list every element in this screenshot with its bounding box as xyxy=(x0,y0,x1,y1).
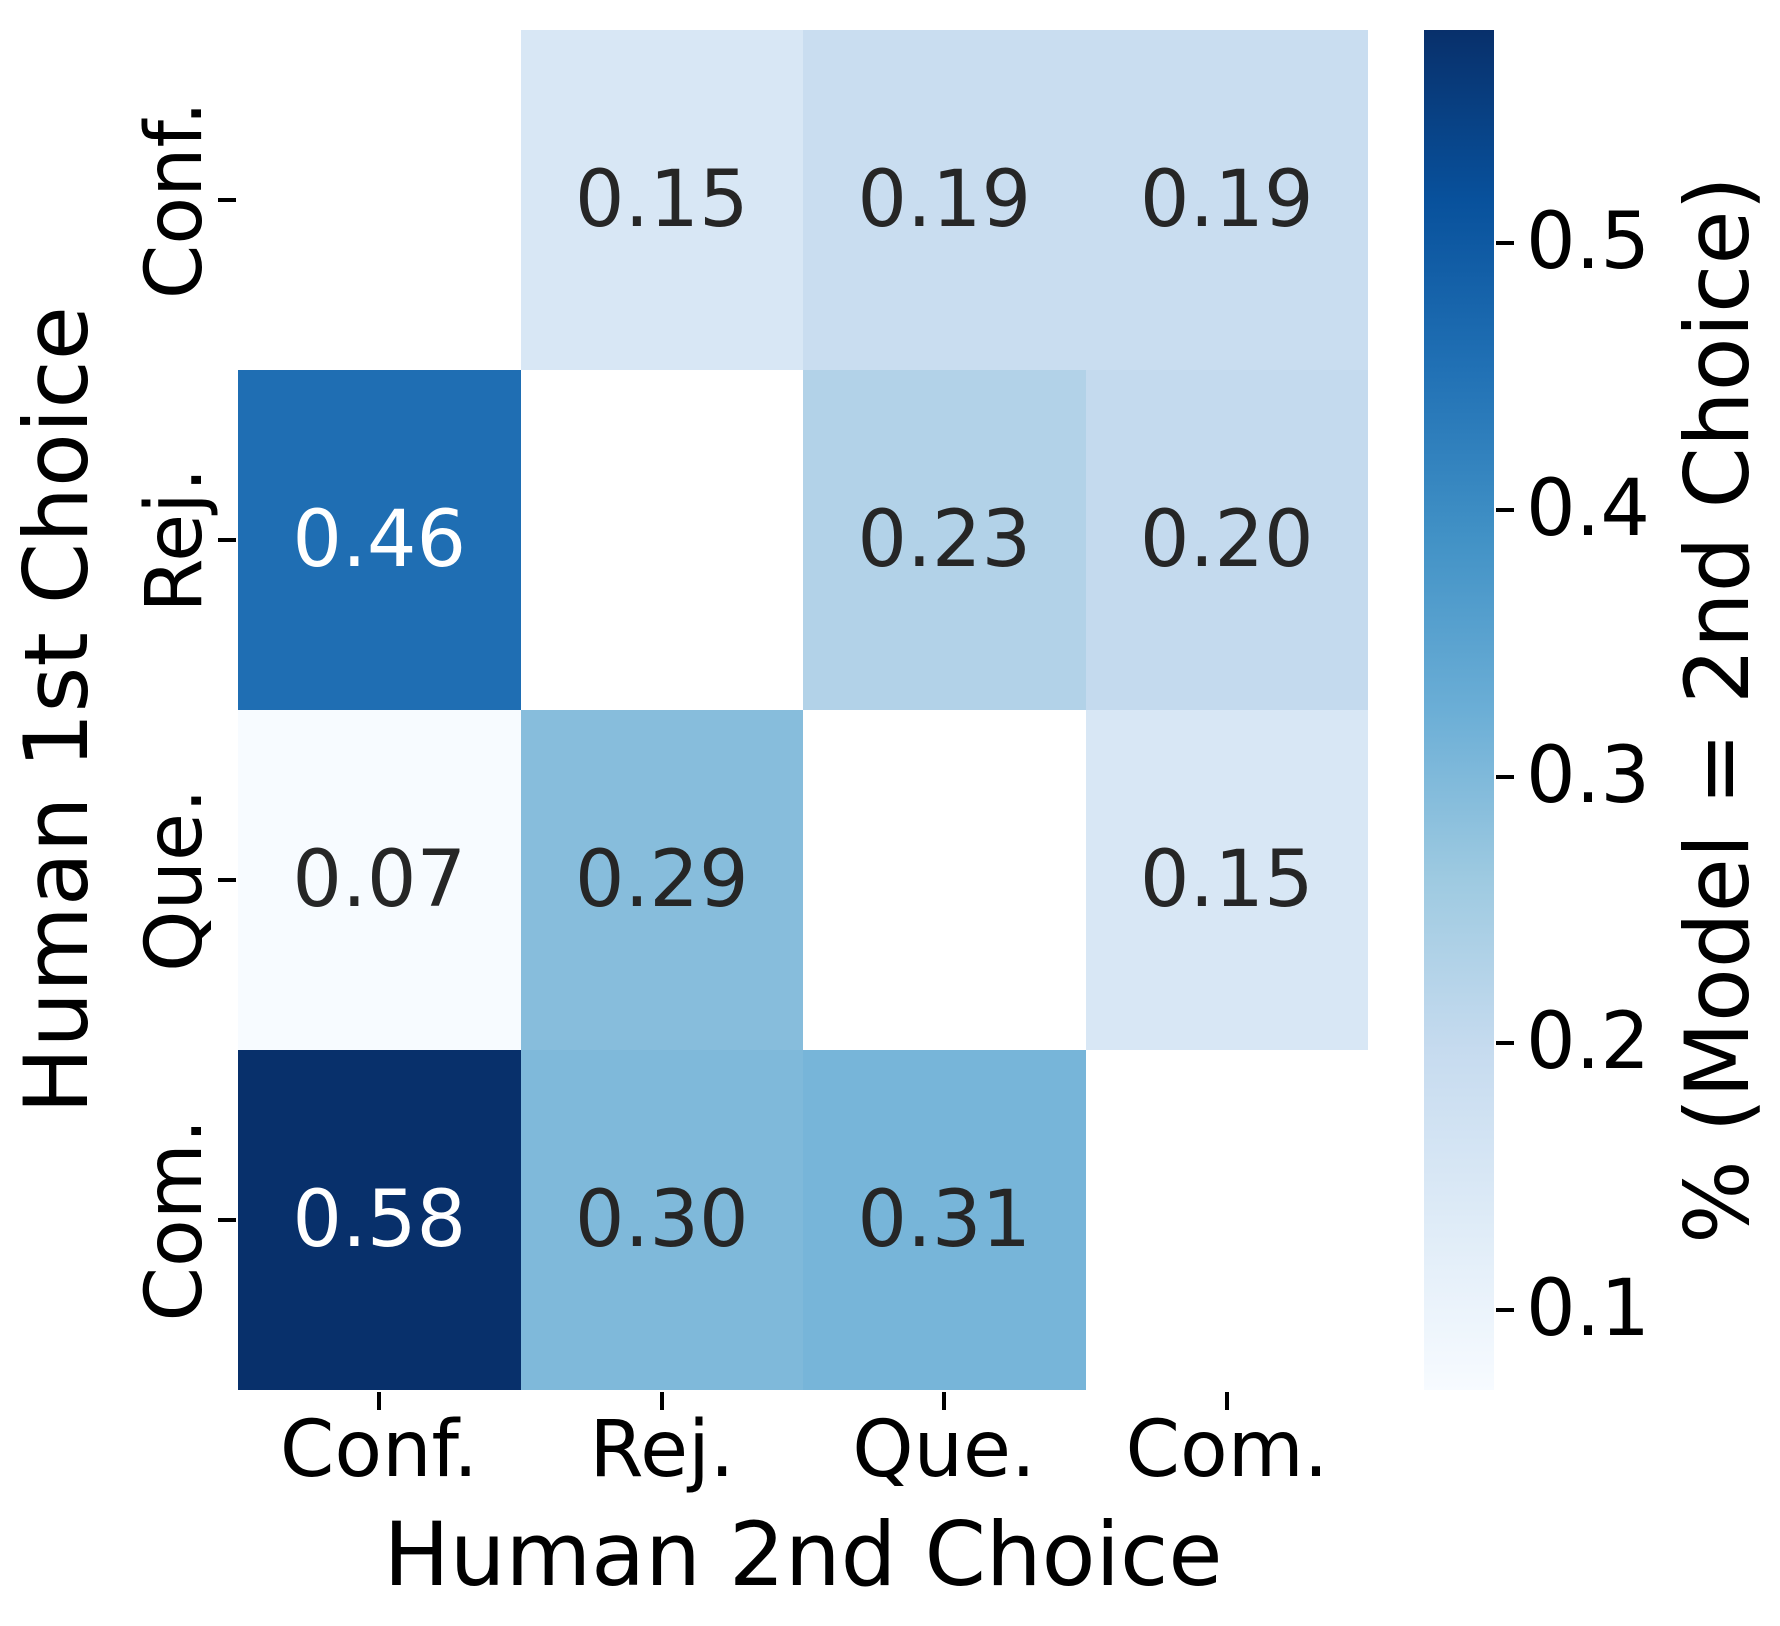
cell-annotation: 0.29 xyxy=(574,835,749,925)
y-axis-label: Human 1st Choice xyxy=(5,306,109,1114)
cell-annotation: 0.19 xyxy=(1139,155,1314,245)
colorbar-tick-mark xyxy=(1496,241,1514,246)
y-tick-label-rej: Rej. xyxy=(130,467,221,613)
heatmap-cell-r1c2: 0.23 xyxy=(803,370,1086,710)
x-tick-mark xyxy=(942,1392,947,1410)
cell-annotation: 0.15 xyxy=(574,155,749,245)
heatmap-cell-r2c2 xyxy=(803,710,1086,1050)
heatmap-cell-r0c3: 0.19 xyxy=(1085,30,1368,370)
colorbar-tick-mark xyxy=(1496,774,1514,779)
cell-annotation: 0.07 xyxy=(292,835,467,925)
y-tick-mark xyxy=(218,198,236,202)
y-tick-label-conf: Conf. xyxy=(130,100,221,300)
x-tick-mark xyxy=(1224,1392,1229,1410)
colorbar-tick-label: 0.2 xyxy=(1526,997,1651,1088)
heatmap-cell-r2c1: 0.29 xyxy=(520,710,803,1050)
colorbar-tick-mark xyxy=(1496,508,1514,512)
cell-annotation: 0.46 xyxy=(292,495,467,585)
cell-annotation: 0.30 xyxy=(574,1175,749,1265)
y-tick-mark xyxy=(218,538,236,542)
heatmap-cell-r0c0 xyxy=(238,30,521,370)
cell-annotation: 0.15 xyxy=(1139,835,1314,925)
cell-annotation: 0.23 xyxy=(857,495,1032,585)
x-tick-label-que: Que. xyxy=(852,1405,1036,1495)
x-tick-mark xyxy=(377,1392,382,1410)
heatmap-cell-r0c1: 0.15 xyxy=(520,30,803,370)
cell-annotation: 0.19 xyxy=(857,155,1032,245)
heatmap-cell-r3c0: 0.58 xyxy=(238,1050,521,1390)
colorbar-tick-mark xyxy=(1496,1041,1514,1046)
colorbar-label: % (Model = 2nd Choice) xyxy=(1666,176,1770,1244)
colorbar-tick-mark xyxy=(1496,1308,1514,1312)
cell-annotation: 0.58 xyxy=(292,1175,467,1265)
cell-annotation: 0.31 xyxy=(857,1175,1032,1265)
colorbar-tick-label: 0.4 xyxy=(1526,464,1651,555)
colorbar-tick-label: 0.5 xyxy=(1526,197,1651,288)
heatmap-cell-r2c3: 0.15 xyxy=(1085,710,1368,1050)
cell-annotation: 0.20 xyxy=(1139,495,1314,585)
heatmap-cell-r1c1 xyxy=(520,370,803,710)
heatmap-cell-r3c2: 0.31 xyxy=(803,1050,1086,1390)
x-tick-label-com: Com. xyxy=(1125,1405,1329,1495)
heatmap-cell-r1c0: 0.46 xyxy=(238,370,521,710)
heatmap-cell-r3c3 xyxy=(1085,1050,1368,1390)
colorbar-gradient xyxy=(1424,30,1494,1390)
y-tick-mark xyxy=(218,878,236,882)
x-tick-label-conf: Conf. xyxy=(279,1405,479,1495)
y-tick-label-com: Com. xyxy=(130,1118,221,1322)
x-tick-mark xyxy=(659,1392,664,1410)
x-axis-label: Human 2nd Choice xyxy=(383,1503,1223,1606)
heatmap-cell-r2c0: 0.07 xyxy=(238,710,521,1050)
colorbar-tick-label: 0.1 xyxy=(1526,1264,1651,1355)
x-tick-label-rej: Rej. xyxy=(589,1405,735,1495)
colorbar-tick-label: 0.3 xyxy=(1526,730,1651,821)
heatmap-cell-r1c3: 0.20 xyxy=(1085,370,1368,710)
y-tick-mark xyxy=(218,1218,236,1222)
heatmap-cell-r3c1: 0.30 xyxy=(520,1050,803,1390)
y-tick-label-que: Que. xyxy=(130,788,221,972)
heatmap-cell-r0c2: 0.19 xyxy=(803,30,1086,370)
